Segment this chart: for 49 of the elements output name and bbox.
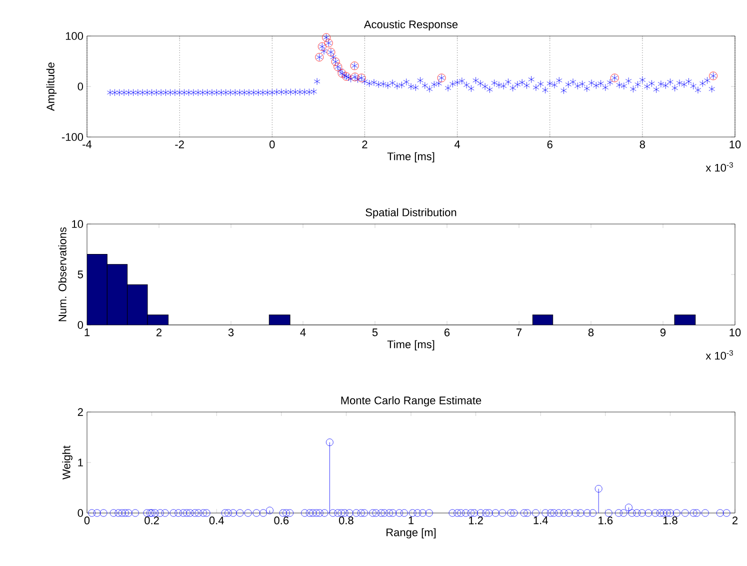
x-tick-label: -4 — [82, 140, 92, 148]
x-axis-title: Time [ms] — [387, 340, 434, 350]
x-tick-label: 2 — [732, 516, 738, 524]
text: x 10$^{-3}$ — [706, 162, 733, 172]
x-tick-label: 0.4 — [209, 516, 224, 524]
y-tick-label: 0 — [78, 321, 84, 329]
x-tick-label: 0.8 — [338, 516, 354, 524]
chart-title: Acoustic Response — [364, 20, 458, 30]
chart-title: Monte Carlo Range Estimate — [341, 396, 482, 406]
y-axis-title: Weight — [62, 446, 72, 480]
x-tick-label: 8 — [588, 328, 594, 336]
y-axis-title: Amplitude — [46, 62, 57, 111]
x-tick-label: 1.2 — [468, 516, 483, 524]
x-tick-label: 5 — [372, 328, 378, 336]
x-tick-label: 1.6 — [598, 516, 613, 524]
x-tick-label: 0 — [270, 140, 275, 148]
x-tick-label: 8 — [640, 140, 646, 148]
x-tick-label: 6 — [547, 140, 552, 148]
x-tick-label: 10 — [730, 328, 741, 336]
x-tick-label: 1 — [84, 328, 90, 336]
x-tick-label: 10 — [730, 140, 741, 148]
y-axis-title: Num. Observations — [58, 227, 66, 322]
x-tick-label: 2 — [362, 140, 368, 148]
x-tick-label: 3 — [228, 328, 234, 336]
y-tick-label: 0 — [78, 82, 84, 90]
x-tick-label: 6 — [444, 328, 450, 336]
x-tick-label: -2 — [175, 140, 184, 148]
x-tick-label: 4 — [454, 140, 460, 148]
y-tick-label: 10 — [72, 220, 84, 228]
x-tick-label: 1 — [408, 516, 414, 524]
x-tick-label: 2 — [156, 328, 162, 336]
chart-title: Spatial Distribution — [366, 208, 456, 218]
y-tick-label: 2 — [78, 408, 83, 416]
y-tick-label: 100 — [66, 32, 84, 40]
x-tick-label: 1.8 — [663, 516, 678, 524]
x-tick-label: 4 — [300, 328, 306, 336]
x-tick-label: 7 — [516, 328, 522, 336]
x-tick-label: 0.2 — [144, 516, 159, 524]
y-tick-label: 0 — [78, 509, 84, 517]
x-tick-label: 1.4 — [534, 516, 548, 524]
text: x 10$^{-3}$ — [706, 350, 733, 360]
y-tick-label: 5 — [78, 270, 83, 278]
x-tick-label: 0 — [84, 516, 90, 524]
x-axis-title: Time [ms] — [387, 152, 434, 162]
x-axis-title: Range [m] — [386, 528, 436, 538]
y-tick-label: 1 — [78, 458, 83, 466]
y-tick-label: -100 — [62, 133, 84, 141]
x-tick-label: 9 — [660, 328, 666, 336]
x-tick-label: 0.6 — [274, 516, 289, 524]
